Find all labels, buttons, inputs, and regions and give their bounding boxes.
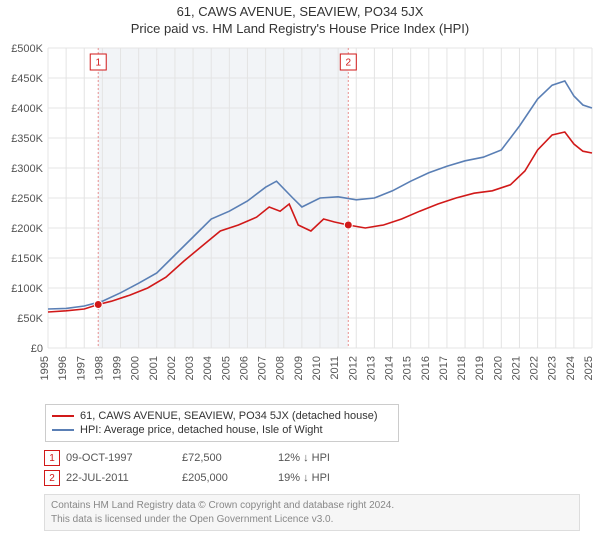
x-tick-label: 1998 bbox=[93, 356, 105, 380]
y-tick-label: £200K bbox=[11, 223, 43, 235]
chart-svg: £0 £50K £100K £150K £200K £250K £300K £350K £400… bbox=[0, 38, 600, 398]
x-tick-label: 2020 bbox=[492, 356, 504, 380]
x-tick-label: 1996 bbox=[57, 356, 69, 380]
legend-row-hpi: HPI: Average price, detached house, Isle… bbox=[52, 423, 392, 437]
sale-point bbox=[94, 301, 102, 309]
titles: 61, CAWS AVENUE, SEAVIEW, PO34 5JX Price… bbox=[0, 0, 600, 38]
y-tick-label: £100K bbox=[11, 283, 43, 295]
x-tick-label: 2018 bbox=[456, 356, 468, 380]
sale-date: 22-JUL-2011 bbox=[66, 472, 176, 484]
footer-attribution: Contains HM Land Registry data © Crown c… bbox=[44, 494, 580, 531]
chart-container: 61, CAWS AVENUE, SEAVIEW, PO34 5JX Price… bbox=[0, 0, 600, 531]
x-tick-label: 1999 bbox=[112, 356, 124, 380]
x-tick-label: 2023 bbox=[547, 356, 559, 380]
x-tick-label: 1995 bbox=[39, 356, 51, 380]
y-tick-label: £500K bbox=[11, 43, 43, 55]
x-tick-label: 2016 bbox=[420, 356, 432, 380]
sales-list: 1 09-OCT-1997 £72,500 12% ↓ HPI 2 22-JUL… bbox=[44, 448, 580, 488]
sale-marker-box: 2 bbox=[44, 470, 60, 486]
x-tick-label: 2017 bbox=[438, 356, 450, 380]
sale-price: £205,000 bbox=[182, 472, 272, 484]
y-tick-label: £0 bbox=[31, 343, 43, 355]
chart: £0 £50K £100K £150K £200K £250K £300K £350K £400… bbox=[0, 38, 600, 398]
x-tick-label: 2011 bbox=[329, 356, 341, 380]
legend-swatch bbox=[52, 429, 74, 431]
x-tick-label: 2000 bbox=[130, 356, 142, 380]
y-tick-label: £350K bbox=[11, 133, 43, 145]
x-tick-label: 2024 bbox=[565, 356, 577, 380]
x-tick-label: 2010 bbox=[311, 356, 323, 380]
footer-line1: Contains HM Land Registry data © Crown c… bbox=[51, 499, 573, 513]
x-tick-label: 2014 bbox=[384, 356, 396, 380]
x-tick-label: 2001 bbox=[148, 356, 160, 380]
legend-label: 61, CAWS AVENUE, SEAVIEW, PO34 5JX (deta… bbox=[80, 410, 378, 422]
x-tick-label: 2012 bbox=[347, 356, 359, 380]
x-tick-label: 2009 bbox=[293, 356, 305, 380]
sale-marker-box: 1 bbox=[44, 450, 60, 466]
x-tick-label: 2019 bbox=[474, 356, 486, 380]
x-tick-label: 2002 bbox=[166, 356, 178, 380]
sale-marker-num: 2 bbox=[346, 58, 352, 69]
sale-row: 2 22-JUL-2011 £205,000 19% ↓ HPI bbox=[44, 468, 580, 488]
title-address: 61, CAWS AVENUE, SEAVIEW, PO34 5JX bbox=[0, 4, 600, 19]
y-tick-label: £250K bbox=[11, 193, 43, 205]
x-tick-label: 2015 bbox=[402, 356, 414, 380]
x-tick-label: 2005 bbox=[220, 356, 232, 380]
x-tick-label: 2021 bbox=[510, 356, 522, 380]
footer-line2: This data is licensed under the Open Gov… bbox=[51, 513, 573, 527]
x-tick-label: 2004 bbox=[202, 356, 214, 380]
legend-label: HPI: Average price, detached house, Isle… bbox=[80, 424, 323, 436]
x-tick-label: 2022 bbox=[529, 356, 541, 380]
y-tick-label: £50K bbox=[17, 313, 43, 325]
legend-row-property: 61, CAWS AVENUE, SEAVIEW, PO34 5JX (deta… bbox=[52, 409, 392, 423]
sale-price: £72,500 bbox=[182, 452, 272, 464]
x-tick-label: 2007 bbox=[257, 356, 269, 380]
sale-diff: 12% ↓ HPI bbox=[278, 452, 358, 464]
x-tick-label: 2003 bbox=[184, 356, 196, 380]
x-tick-label: 2025 bbox=[583, 356, 595, 380]
legend-swatch bbox=[52, 415, 74, 417]
y-tick-label: £150K bbox=[11, 253, 43, 265]
sale-date: 09-OCT-1997 bbox=[66, 452, 176, 464]
x-tick-label: 1997 bbox=[75, 356, 87, 380]
y-tick-label: £450K bbox=[11, 73, 43, 85]
sale-diff: 19% ↓ HPI bbox=[278, 472, 358, 484]
title-subtitle: Price paid vs. HM Land Registry's House … bbox=[0, 21, 600, 36]
y-tick-label: £400K bbox=[11, 103, 43, 115]
y-tick-label: £300K bbox=[11, 163, 43, 175]
x-tick-label: 2006 bbox=[238, 356, 250, 380]
x-tick-label: 2013 bbox=[365, 356, 377, 380]
sale-row: 1 09-OCT-1997 £72,500 12% ↓ HPI bbox=[44, 448, 580, 468]
sale-marker-num: 1 bbox=[95, 58, 101, 69]
x-tick-label: 2008 bbox=[275, 356, 287, 380]
legend: 61, CAWS AVENUE, SEAVIEW, PO34 5JX (deta… bbox=[45, 404, 399, 442]
sale-point bbox=[344, 221, 352, 229]
